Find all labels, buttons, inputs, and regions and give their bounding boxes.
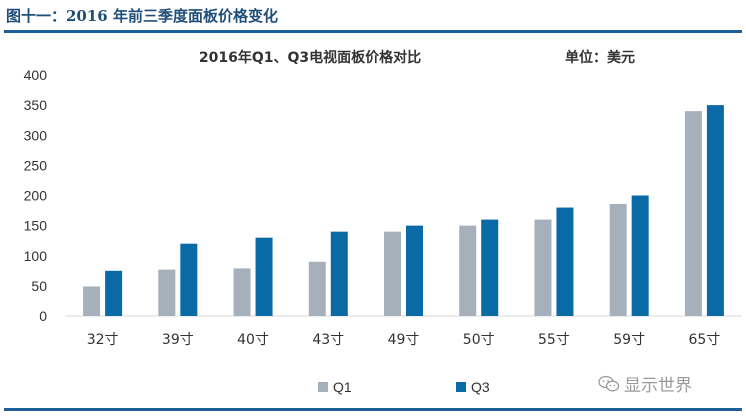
bar-q1-1 — [158, 269, 176, 316]
y-tick-label: 200 — [24, 188, 48, 204]
bar-q1-8 — [684, 111, 702, 317]
y-tick-label: 350 — [24, 97, 48, 113]
watermark-text: 显示世界 — [624, 376, 692, 396]
bars — [83, 105, 724, 317]
x-tick-label: 43寸 — [312, 332, 344, 348]
watermark: 显示世界 — [598, 371, 692, 398]
bar-q1-5 — [459, 225, 477, 316]
bar-q1-3 — [308, 261, 326, 316]
bar-q1-7 — [609, 203, 627, 316]
x-tick-label: 65寸 — [688, 332, 720, 348]
bar-q1-4 — [384, 231, 401, 316]
legend: Q1 Q3 — [318, 379, 490, 395]
y-tick-label: 400 — [24, 67, 48, 83]
x-tick-label: 40寸 — [237, 332, 269, 348]
bar-q3-3 — [330, 231, 348, 316]
bar-q3-8 — [706, 105, 724, 316]
x-axis: 32寸 39寸 40寸 43寸 49寸 50寸 55寸 59寸 65寸 — [65, 315, 742, 348]
y-tick-label: 250 — [24, 157, 48, 173]
y-axis: 0 50 100 150 200 250 300 350 400 — [24, 67, 48, 324]
x-tick-label: 50寸 — [463, 332, 495, 348]
legend-label-q3: Q3 — [471, 379, 490, 395]
bar-q3-0 — [105, 270, 123, 316]
x-tick-label: 32寸 — [87, 332, 119, 348]
bar-q1-2 — [233, 268, 251, 316]
bar-q1-6 — [534, 219, 552, 316]
y-tick-label: 50 — [31, 278, 47, 294]
y-tick-label: 300 — [24, 127, 48, 143]
bar-q3-4 — [406, 225, 423, 316]
x-tick-label: 55寸 — [538, 332, 570, 348]
x-tick-label: 59寸 — [613, 332, 645, 348]
bar-q1-0 — [83, 286, 101, 316]
legend-swatch-q1 — [318, 382, 328, 392]
legend-swatch-q3 — [456, 382, 466, 392]
wechat-icon — [598, 375, 620, 398]
bar-q3-6 — [556, 207, 574, 316]
figure-title: 图十一：2016 年前三季度面板价格变化 — [6, 7, 278, 25]
y-tick-label: 100 — [24, 248, 48, 264]
y-tick-label: 150 — [24, 218, 48, 234]
bar-q3-5 — [481, 219, 499, 316]
chart-title: 2016年Q1、Q3电视面板价格对比 — [199, 49, 421, 66]
top-rule — [4, 30, 742, 33]
x-tick-label: 39寸 — [162, 332, 194, 348]
bar-q3-2 — [255, 237, 273, 316]
bar-q3-7 — [631, 195, 649, 316]
unit-label: 单位：美元 — [565, 49, 635, 66]
bottom-rule — [4, 408, 742, 411]
legend-label-q1: Q1 — [333, 379, 352, 395]
y-tick-label: 0 — [39, 308, 47, 324]
x-tick-label: 49寸 — [388, 332, 420, 348]
bar-q3-1 — [180, 243, 198, 316]
